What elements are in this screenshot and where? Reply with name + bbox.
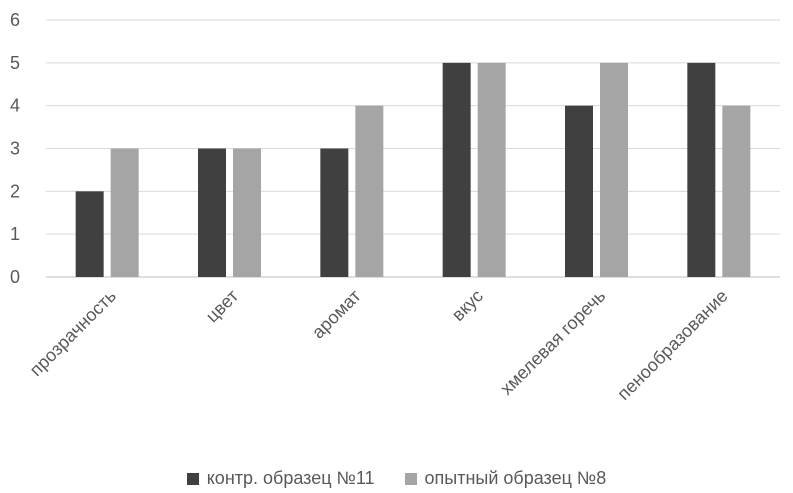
x-category-label: цвет	[202, 286, 243, 327]
y-axis-ticks: 0 1 2 3 4 5 6	[10, 10, 20, 287]
x-axis-labels: прозрачность цвет аромат вкус хмелевая гореч…	[26, 286, 732, 404]
x-category-label: пенообразование	[613, 286, 731, 404]
legend: контр. образец №11 опытный образец №8	[0, 468, 793, 489]
bar-series-1	[442, 62, 471, 278]
y-tick-label: 6	[10, 10, 20, 30]
legend-item-series-2: опытный образец №8	[404, 468, 607, 489]
bar-series-1	[320, 148, 349, 277]
bars	[75, 62, 751, 278]
x-category-label: хмелевая горечь	[496, 286, 609, 399]
legend-label-series-1: контр. образец №11	[206, 468, 375, 488]
x-category-label: вкус	[448, 286, 487, 325]
legend-swatch-series-2	[404, 472, 417, 485]
legend-swatch-series-1	[186, 472, 199, 485]
x-category-label: аромат	[308, 286, 365, 343]
legend-item-series-1: контр. образец №11	[186, 468, 375, 489]
bar-series-1	[565, 105, 593, 278]
bar-series-2	[477, 62, 506, 278]
bar-chart: 0 1 2 3 4 5 6 прозрачность цвет аромат вкус хмелев…	[10, 10, 780, 404]
y-tick-label: 2	[10, 181, 20, 201]
y-tick-label: 4	[10, 96, 20, 116]
y-tick-label: 0	[10, 267, 20, 287]
bar-series-2	[722, 105, 751, 278]
bar-series-2	[600, 62, 628, 278]
bar-series-2	[355, 105, 384, 278]
bar-series-1	[687, 62, 716, 278]
bar-series-1	[75, 191, 104, 277]
bar-series-2	[233, 148, 261, 277]
y-tick-label: 1	[10, 224, 20, 244]
bar-series-2	[110, 148, 139, 277]
y-tick-label: 3	[10, 139, 20, 159]
bar-series-1	[198, 148, 226, 277]
gridlines	[46, 19, 780, 278]
legend-label-series-2: опытный образец №8	[424, 468, 607, 488]
y-tick-label: 5	[10, 53, 20, 73]
x-category-label: прозрачность	[26, 286, 120, 380]
